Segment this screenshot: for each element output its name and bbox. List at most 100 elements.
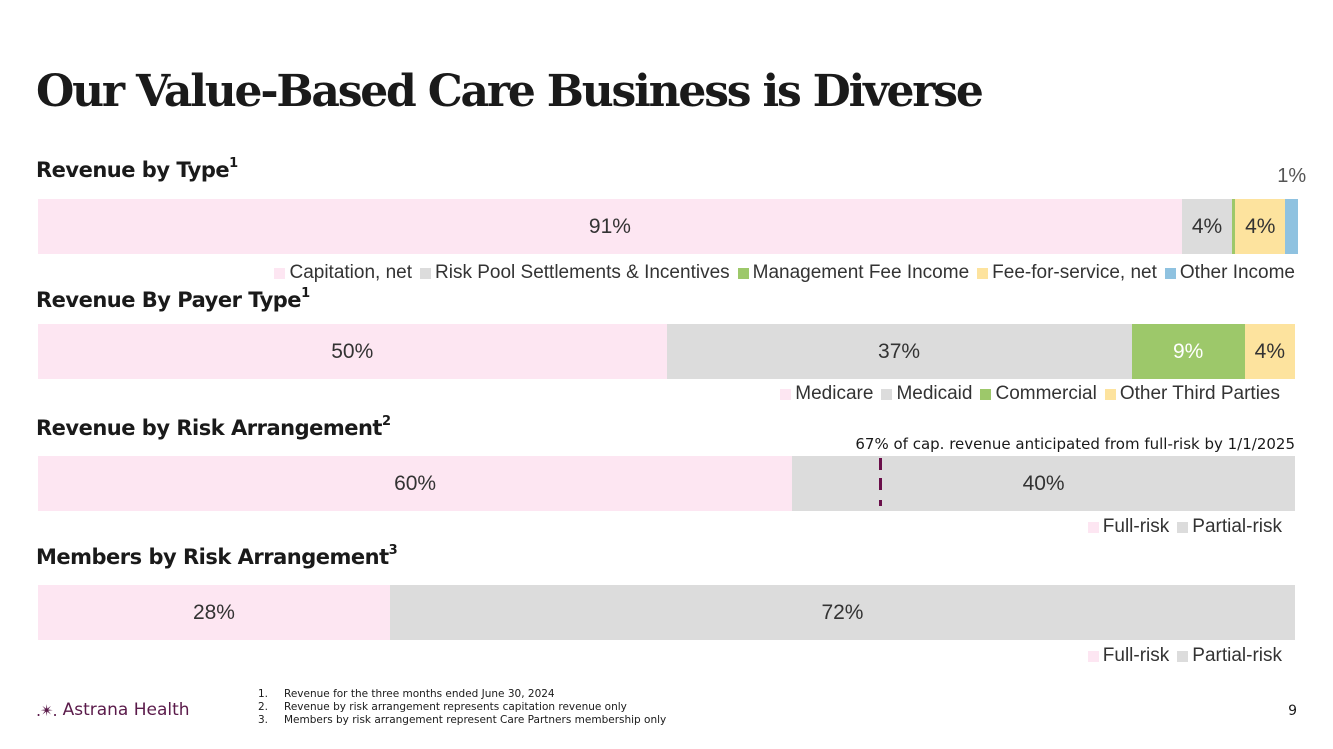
legend-item-risk-pool-settlements-incentives: Risk Pool Settlements & Incentives (420, 262, 730, 284)
footnote-ref: 1 (229, 156, 238, 171)
legend-label: Medicare (795, 383, 874, 404)
legend-item-medicare: Medicare (780, 383, 873, 405)
footnote-item: 1. Revenue for the three months ended Jun… (258, 688, 666, 701)
data-label: 40% (1022, 471, 1065, 495)
legend-label: Partial-risk (1192, 516, 1282, 537)
legend-swatch (274, 267, 286, 279)
legend-swatch (977, 267, 989, 279)
footnote-number: 3. (258, 714, 269, 726)
footnote-ref: 3 (388, 543, 398, 558)
bar-segment-fee-for-service-net: 4% (1235, 199, 1286, 254)
legend-item-commercial: Commercial (980, 383, 1097, 405)
bar-segment-partial-risk: 72% (389, 585, 1295, 640)
bar-segment-management-fee-income: 0% (1219, 165, 1248, 254)
legend-item-other-income: Other Income (1164, 262, 1295, 284)
legend-item-fee-for-service-net: Fee-for-service, net (977, 262, 1157, 284)
bar-segment-commercial: 9% (1131, 324, 1245, 379)
data-label: 60% (394, 471, 437, 495)
legend-label: Commercial (995, 383, 1097, 404)
data-label: 4% (1254, 339, 1286, 363)
full-risk-target-marker (879, 500, 883, 506)
legend-revenue-by-risk: Full-risk Partial-risk (1080, 516, 1282, 538)
stacked-bar-revenue-by-type: 91% 4% 0% 4% 1% (38, 165, 1306, 254)
bar-segment-partial-risk: 40% (792, 456, 1295, 511)
legend-item-medicaid: Medicaid (881, 383, 972, 405)
full-risk-annotation: 67% of cap. revenue anticipated from ful… (855, 435, 1295, 453)
full-risk-target-marker (879, 458, 883, 470)
legend-revenue-by-type: Capitation, net Risk Pool Settlements & I… (266, 262, 1295, 284)
legend-item-other-third-parties: Other Third Parties (1104, 383, 1280, 405)
legend-label: Risk Pool Settlements & Incentives (435, 262, 730, 283)
legend-swatch (1177, 521, 1189, 533)
bar-segment-other-third-parties: 4% (1244, 324, 1295, 379)
legend-label: Capitation, net (289, 262, 412, 283)
data-label: 4% (1191, 214, 1223, 238)
bar-segment-risk-pool-settlements-incentives: 4% (1181, 199, 1233, 254)
legend-item-partial-risk: Partial-risk (1177, 645, 1282, 667)
footnotes: 1. Revenue for the three months ended Jun… (258, 688, 666, 727)
data-label: 4% (1245, 214, 1276, 238)
legend-label: Full-risk (1102, 645, 1170, 666)
legend-swatch (1104, 388, 1116, 400)
data-label: 1% (1277, 165, 1307, 187)
legend-label: Medicaid (896, 383, 973, 404)
bar-segment-medicare: 50% (38, 324, 667, 379)
bar-segment-other-income: 1% (1277, 165, 1306, 254)
legend-members-by-risk: Full-risk Partial-risk (1080, 645, 1282, 667)
footnote-text: Revenue by risk arrangement represents c… (284, 701, 627, 713)
data-label: 9% (1172, 339, 1204, 363)
legend-label: Fee-for-service, net (992, 262, 1157, 283)
legend-swatch (1087, 521, 1099, 533)
chart-title-revenue-by-type: Revenue by Type1 (36, 156, 238, 182)
legend-swatch (420, 267, 431, 279)
data-label: 50% (331, 339, 374, 363)
legend-swatch (881, 388, 893, 400)
stacked-bar-revenue-by-payer: 50% 37% 9% 4% (38, 324, 1295, 379)
page-number: 9 (1288, 703, 1297, 719)
legend-label: Other Third Parties (1119, 383, 1280, 404)
chart-title-members-by-risk: Members by Risk Arrangement3 (36, 543, 398, 569)
full-risk-target-marker (879, 478, 883, 490)
data-label: 28% (192, 600, 235, 624)
chart-title-text: Revenue by Type (36, 158, 230, 182)
footnote-item: 3. Members by risk arrangement represent … (258, 714, 666, 727)
astrana-logo-text: Astrana Health (62, 700, 190, 720)
data-label: 91% (588, 214, 631, 238)
legend-item-full-risk: Full-risk (1087, 645, 1170, 667)
stacked-bar-members-by-risk: 28% 72% (38, 585, 1295, 640)
data-label: 72% (821, 600, 864, 624)
legend-label: Other Income (1179, 262, 1295, 283)
bar-segment-capitation-net: 91% (38, 199, 1182, 254)
legend-swatch (980, 388, 992, 400)
footnote-number: 2. (258, 701, 269, 713)
footnote-text: Members by risk arrangement represent Ca… (284, 714, 667, 726)
page-title: Our Value-Based Care Business is Diverse (36, 66, 984, 117)
footnote-item: 2. Revenue by risk arrangement represents… (258, 701, 666, 714)
bar-segment-full-risk: 60% (38, 456, 793, 511)
legend-item-capitation-net: Capitation, net (274, 262, 412, 284)
data-label: 0% (1219, 165, 1249, 187)
legend-swatch (1087, 650, 1099, 662)
bar-segment-medicaid: 37% (666, 324, 1132, 379)
legend-swatch (1164, 267, 1176, 279)
legend-swatch (737, 267, 749, 279)
legend-item-management-fee-income: Management Fee Income (737, 262, 970, 284)
chart-title-revenue-by-payer: Revenue By Payer Type1 (36, 286, 310, 312)
chart-title-text: Revenue by Risk Arrangement (36, 416, 382, 440)
astrana-logo-mark: .✴. (36, 700, 58, 720)
footnote-number: 1. (258, 688, 269, 700)
legend-swatch (780, 388, 792, 400)
bar-segment-full-risk: 28% (38, 585, 390, 640)
legend-item-partial-risk: Partial-risk (1177, 516, 1282, 538)
legend-label: Full-risk (1102, 516, 1170, 537)
data-label: 37% (878, 339, 921, 363)
astrana-logo: .✴. Astrana Health (36, 700, 190, 720)
legend-label: Management Fee Income (752, 262, 970, 283)
footnote-ref: 1 (301, 286, 310, 301)
legend-item-full-risk: Full-risk (1087, 516, 1170, 538)
chart-title-revenue-by-risk: Revenue by Risk Arrangement2 (36, 414, 391, 440)
legend-label: Partial-risk (1192, 645, 1282, 666)
footnote-ref: 2 (381, 414, 391, 429)
chart-title-text: Revenue By Payer Type (36, 288, 302, 312)
legend-revenue-by-payer: Medicare Medicaid Commercial Other Third Pa… (772, 383, 1280, 405)
